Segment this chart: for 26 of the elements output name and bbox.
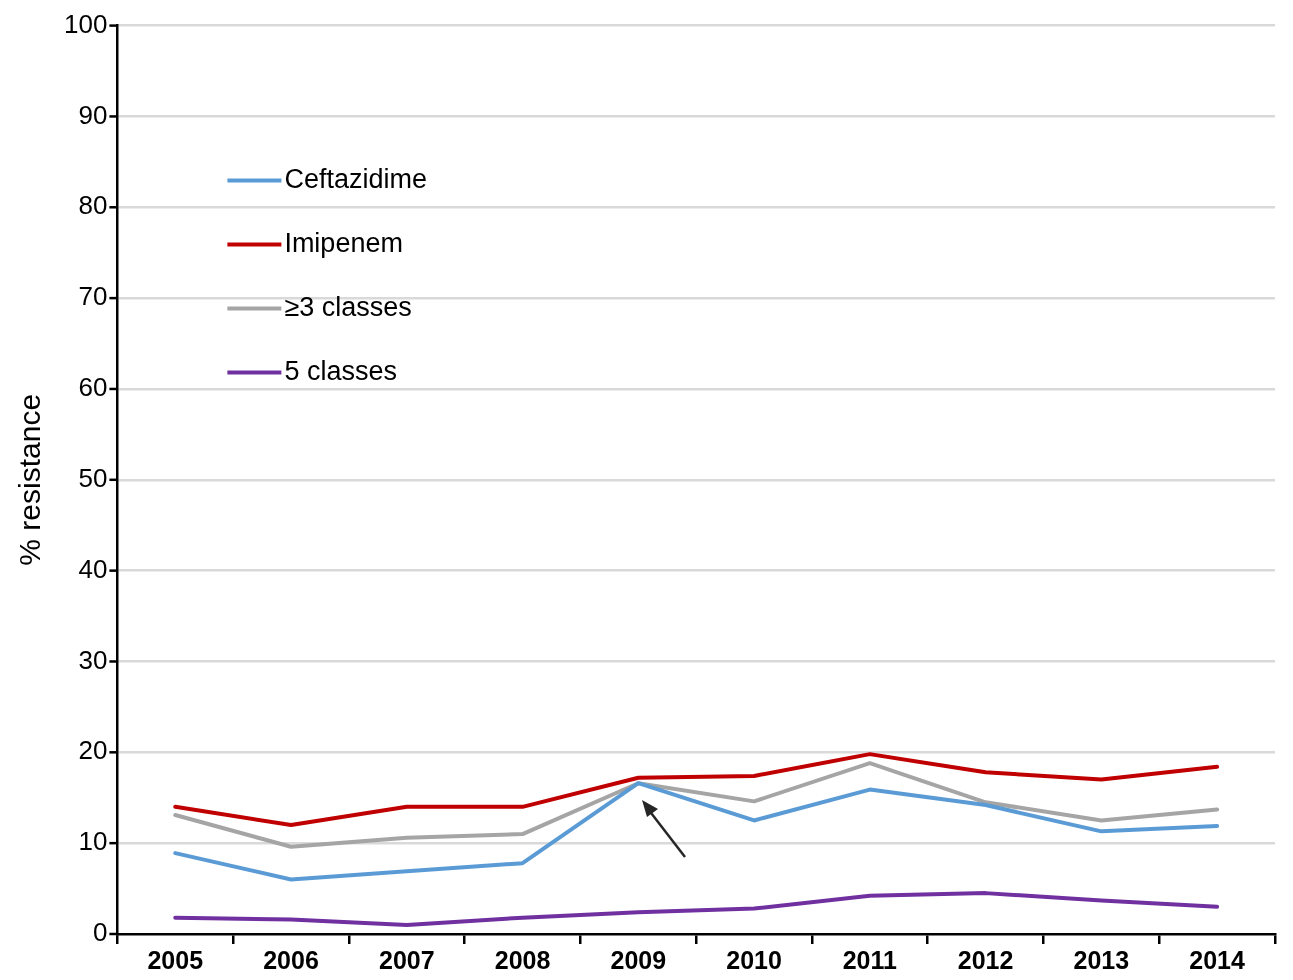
legend-label: ≥3 classes [284,292,412,323]
y-tick-label: 70 [78,281,108,312]
x-tick-label: 2005 [147,945,204,974]
x-tick-label: 2008 [494,945,551,974]
x-tick-label: 2009 [610,945,667,974]
x-tick-label: 2013 [1073,945,1130,974]
legend-label: Imipenem [284,228,403,259]
x-tick-label: 2011 [842,945,898,974]
y-axis-title: % resistance [13,393,47,566]
y-tick-label: 90 [78,99,108,130]
legend-label: 5 classes [284,356,397,387]
y-tick-label: 10 [78,826,108,857]
y-tick-label: 80 [78,190,108,221]
x-tick-label: 2014 [1189,945,1246,974]
y-tick-label: 30 [78,644,108,675]
y-tick-label: 0 [92,917,108,948]
y-tick-label: 40 [78,553,108,584]
x-tick-label: 2006 [263,945,319,974]
x-tick-label: 2010 [726,945,782,974]
legend-label: Ceftazidime [284,164,427,195]
x-tick-label: 2007 [378,945,435,974]
x-tick-label: 2012 [957,945,1014,974]
y-tick-label: 50 [78,462,108,493]
y-tick-label: 60 [78,372,108,403]
y-tick-label: 100 [63,8,108,39]
y-tick-label: 20 [78,735,108,766]
